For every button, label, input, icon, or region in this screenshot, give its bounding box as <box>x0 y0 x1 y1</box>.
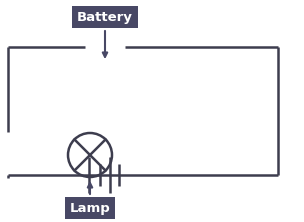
Text: Lamp: Lamp <box>70 183 110 214</box>
Text: Battery: Battery <box>77 10 133 57</box>
